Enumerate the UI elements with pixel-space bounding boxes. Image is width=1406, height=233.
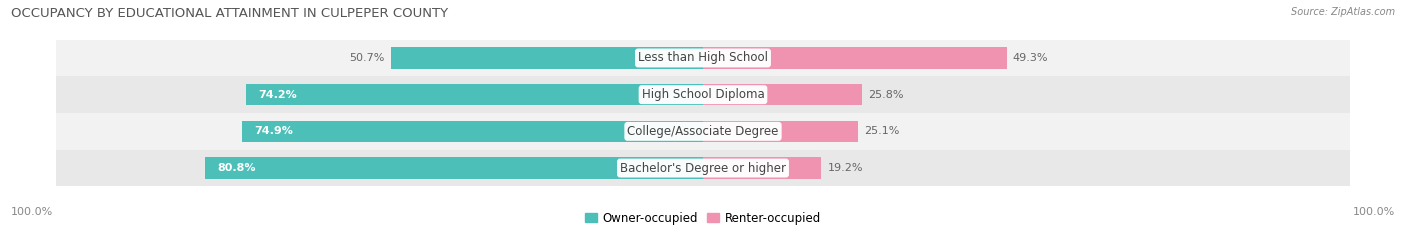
Text: 49.3%: 49.3%: [1012, 53, 1049, 63]
Text: 50.7%: 50.7%: [349, 53, 385, 63]
Text: 74.9%: 74.9%: [254, 126, 292, 136]
Bar: [391, 47, 703, 69]
Text: 100.0%: 100.0%: [11, 207, 53, 217]
Bar: [56, 76, 1350, 113]
Bar: [56, 150, 1350, 186]
Legend: Owner-occupied, Renter-occupied: Owner-occupied, Renter-occupied: [582, 209, 824, 227]
Bar: [246, 84, 703, 105]
Text: 19.2%: 19.2%: [827, 163, 863, 173]
Bar: [703, 47, 1007, 69]
Text: High School Diploma: High School Diploma: [641, 88, 765, 101]
Bar: [703, 158, 821, 179]
Bar: [242, 121, 703, 142]
Bar: [703, 84, 862, 105]
Text: 100.0%: 100.0%: [1353, 207, 1395, 217]
Text: 25.8%: 25.8%: [868, 90, 904, 100]
Text: OCCUPANCY BY EDUCATIONAL ATTAINMENT IN CULPEPER COUNTY: OCCUPANCY BY EDUCATIONAL ATTAINMENT IN C…: [11, 7, 449, 20]
Text: Source: ZipAtlas.com: Source: ZipAtlas.com: [1291, 7, 1395, 17]
Text: College/Associate Degree: College/Associate Degree: [627, 125, 779, 138]
Bar: [205, 158, 703, 179]
Bar: [56, 113, 1350, 150]
Text: 80.8%: 80.8%: [218, 163, 256, 173]
Text: Bachelor's Degree or higher: Bachelor's Degree or higher: [620, 161, 786, 175]
Text: 74.2%: 74.2%: [259, 90, 297, 100]
Bar: [56, 40, 1350, 76]
Text: Less than High School: Less than High School: [638, 51, 768, 65]
Bar: [703, 121, 858, 142]
Text: 25.1%: 25.1%: [863, 126, 900, 136]
